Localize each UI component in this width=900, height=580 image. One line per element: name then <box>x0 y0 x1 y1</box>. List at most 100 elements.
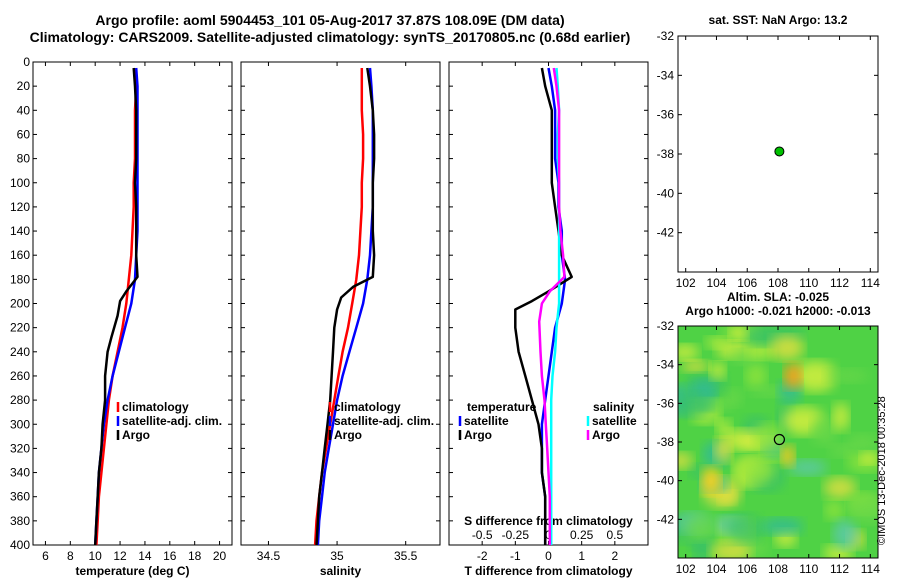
sla-heatmap-blob <box>847 495 878 524</box>
difference-legend-s-label: Argo <box>592 428 620 442</box>
sla-heatmap-blob <box>693 539 711 558</box>
sla-heatmap-blob <box>824 499 844 521</box>
temperature-ytick-label: 80 <box>17 152 31 166</box>
sla-map-xtick-label: 102 <box>676 562 696 576</box>
sla-heatmap-blob <box>846 433 878 453</box>
sla-map-title-line2: Argo h1000: -0.021 h2000: -0.013 <box>685 304 871 318</box>
difference-legend-t-label: satellite <box>464 414 509 428</box>
sla-heatmap-blob <box>770 335 804 361</box>
difference-legend-t-label: Argo <box>464 428 492 442</box>
sla-heatmap-blob <box>678 344 700 361</box>
location-map-title: sat. SST: NaN Argo: 13.2 <box>709 13 848 27</box>
temperature-ytick-label: 40 <box>17 103 31 117</box>
difference-legend-title-temperature: temperature <box>467 400 537 414</box>
temperature-ytick-label: 240 <box>10 345 30 359</box>
temperature-legend-label: satellite-adj. clim. <box>122 414 222 428</box>
sla-heatmap-blob <box>832 402 850 432</box>
sla-map-xtick-label: 112 <box>830 562 849 576</box>
difference-series-s-argo <box>537 67 566 545</box>
temperature-xtick-label: 16 <box>163 549 177 563</box>
sla-heatmap-blob <box>718 490 737 505</box>
sla-heatmap-blob <box>746 342 775 360</box>
location-map-ytick-label: -32 <box>657 29 675 43</box>
salinity-xlabel: salinity <box>320 564 362 578</box>
temperature-ytick-label: 340 <box>10 466 30 480</box>
temperature-ytick-label: 260 <box>10 369 30 383</box>
sla-heatmap-blob <box>788 459 827 476</box>
sla-map-ytick-label: -32 <box>657 319 675 333</box>
location-map-ytick-label: -36 <box>657 108 675 122</box>
salinity-xtick-label: 35 <box>330 549 344 563</box>
temperature-ytick-label: 140 <box>10 224 30 238</box>
difference-series-s-satellite <box>549 67 561 545</box>
temperature-ytick-label: 400 <box>10 538 30 552</box>
difference-legend-title-salinity: salinity <box>593 400 635 414</box>
sla-map-xtick-label: 114 <box>861 562 880 576</box>
salinity-legend-label: Argo <box>334 428 362 442</box>
sla-map-title-line1: Altim. SLA: -0.025 <box>727 290 829 304</box>
difference-series-t-satellite <box>540 67 567 545</box>
sla-heatmap-blob <box>715 418 733 437</box>
sla-map-xtick-label: 110 <box>799 562 818 576</box>
location-map-ytick-label: -34 <box>657 68 675 82</box>
salinity-legend-label: climatology <box>334 400 401 414</box>
difference-xtick-label: 1 <box>578 549 585 563</box>
location-map-ytick-label: -40 <box>657 186 675 200</box>
figure-title-line2: Climatology: CARS2009. Satellite-adjuste… <box>29 29 631 45</box>
sla-heatmap-blob <box>745 362 767 389</box>
location-map-xtick-label: 110 <box>799 276 818 290</box>
temperature-xlabel: temperature (deg C) <box>75 564 189 578</box>
difference-xtick-label: -2 <box>477 549 488 563</box>
temperature-ytick-label: 200 <box>10 297 30 311</box>
temperature-ytick-label: 320 <box>10 441 30 455</box>
location-map-xtick-label: 106 <box>737 276 757 290</box>
sla-heatmap-blob <box>860 451 878 465</box>
temperature-xtick-label: 18 <box>188 549 202 563</box>
temperature-ytick-label: 20 <box>17 79 31 93</box>
sla-heatmap-blob <box>729 326 748 341</box>
temperature-ytick-label: 160 <box>10 248 30 262</box>
sla-heatmap-blob <box>825 368 869 383</box>
salinity-xtick-label: 35.5 <box>394 549 418 563</box>
temperature-series-argo <box>93 67 139 546</box>
salinity-series-satellite-adj--clim- <box>316 67 375 546</box>
figure-title-line1: Argo profile: aoml 5904453_101 05-Aug-20… <box>95 12 565 28</box>
argo-sla-marker <box>773 433 785 446</box>
sla-heatmap-blob <box>681 359 709 373</box>
sla-heatmap-blob <box>683 514 716 542</box>
temperature-ytick-label: 60 <box>17 127 31 141</box>
temperature-ytick-label: 180 <box>10 272 30 286</box>
sla-map-ytick-label: -34 <box>657 358 675 372</box>
salinity-panel-frame <box>240 61 441 546</box>
temperature-ytick-label: 120 <box>10 200 30 214</box>
sla-heatmap-blob <box>794 360 837 392</box>
sla-heatmap-blob <box>678 452 694 470</box>
difference-xtick-label: -1 <box>510 549 521 563</box>
difference-top-tick-label: -0.25 <box>502 528 530 542</box>
salinity-legend-label: satellite-adj. clim. <box>334 414 434 428</box>
location-map-xtick-label: 108 <box>768 276 788 290</box>
difference-xtick-label: 2 <box>611 549 618 563</box>
sla-heatmap-hotspot <box>784 363 802 389</box>
sla-map-ytick-label: -38 <box>657 435 675 449</box>
temperature-xtick-label: 6 <box>42 549 49 563</box>
temperature-ytick-label: 280 <box>10 393 30 407</box>
temperature-ytick-label: 0 <box>23 55 30 69</box>
sla-heatmap-blob <box>710 540 752 558</box>
sla-map-ytick-label: -42 <box>657 512 675 526</box>
location-map-xtick-label: 114 <box>861 276 880 290</box>
temperature-ytick-label: 300 <box>10 417 30 431</box>
difference-series-t-argo <box>514 67 573 545</box>
temperature-ytick-label: 100 <box>10 176 30 190</box>
difference-top-tick-label: 0.25 <box>570 528 594 542</box>
location-map-ytick-label: -42 <box>657 226 675 240</box>
sla-heatmap-hotspot <box>701 467 721 495</box>
salinity-series-argo <box>315 67 376 546</box>
temperature-legend-label: Argo <box>122 428 150 442</box>
location-map-xtick-label: 102 <box>676 276 696 290</box>
sla-heatmap-blob <box>811 416 838 446</box>
difference-xlabel: T difference from climatology <box>464 564 632 578</box>
temperature-xtick-label: 20 <box>213 549 227 563</box>
temperature-ytick-label: 220 <box>10 321 30 335</box>
